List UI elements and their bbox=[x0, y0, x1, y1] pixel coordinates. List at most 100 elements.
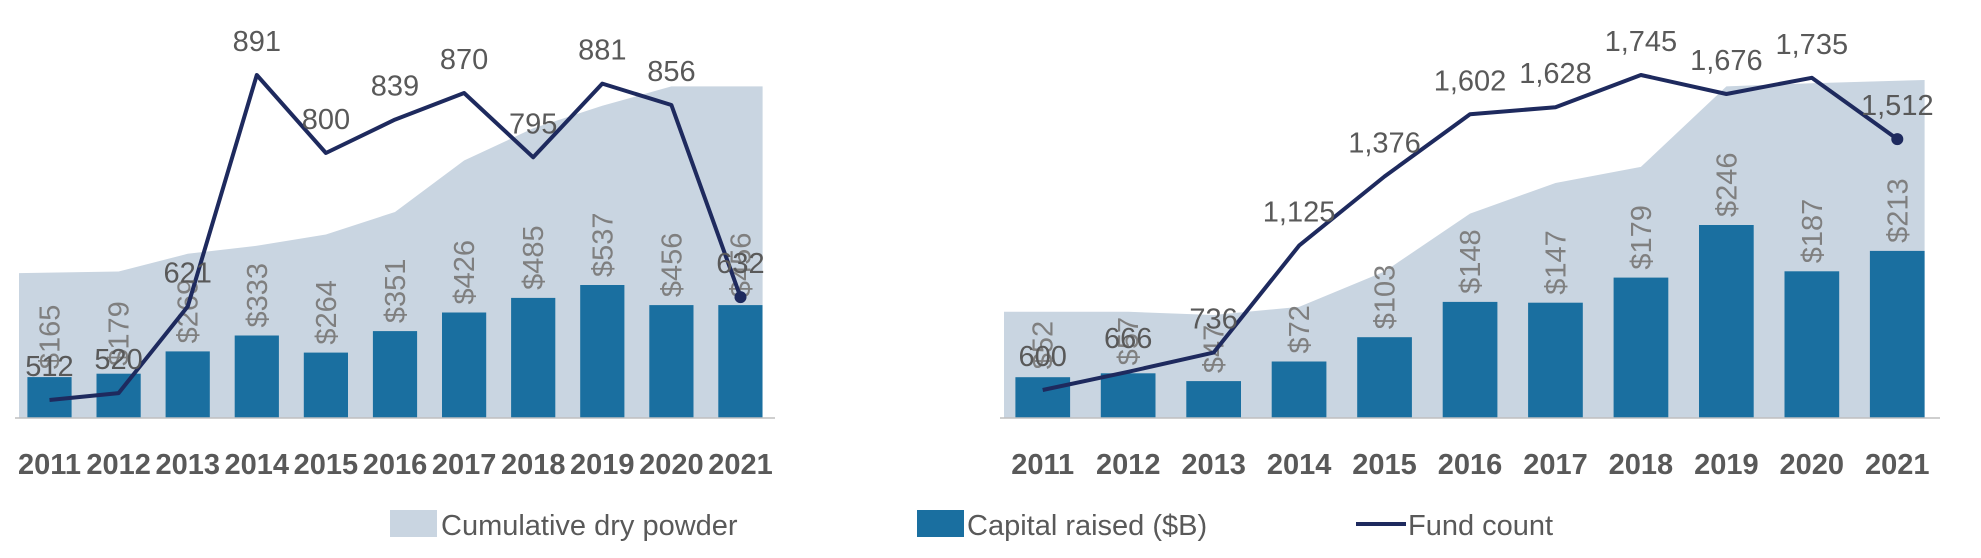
x-tick-label: 2011 bbox=[18, 449, 81, 481]
fund-count-label: 1,676 bbox=[1690, 45, 1763, 77]
capital-raised-bar bbox=[1699, 225, 1754, 418]
x-tick-label: 2015 bbox=[294, 449, 359, 481]
fund-count-label: 881 bbox=[578, 35, 626, 67]
x-tick-label: 2018 bbox=[501, 449, 566, 481]
fund-count-endpoint bbox=[734, 291, 747, 304]
capital-raised-bar bbox=[580, 285, 625, 418]
x-tick-label: 2020 bbox=[639, 449, 704, 481]
capital-raised-bar bbox=[442, 312, 487, 418]
legend-label-capital-raised: Capital raised ($B) bbox=[967, 510, 1207, 542]
x-tick-label: 2015 bbox=[1352, 449, 1417, 481]
fund-count-line bbox=[1042, 73, 1899, 392]
capital-raised-label: $72 bbox=[1284, 305, 1316, 353]
x-tick-label: 2016 bbox=[363, 449, 428, 481]
fund-count-label: 839 bbox=[371, 71, 419, 103]
capital-raised-bar bbox=[718, 305, 763, 418]
capital-raised-bar bbox=[1015, 377, 1071, 418]
fund-count-label: 1,376 bbox=[1348, 128, 1421, 160]
capital-raised-label: $537 bbox=[587, 212, 619, 277]
fund-count-line bbox=[49, 73, 743, 402]
fund-count-label: 856 bbox=[647, 56, 695, 88]
capital-raised-bar bbox=[372, 331, 418, 418]
x-tick-label: 2012 bbox=[1096, 449, 1161, 481]
x-tick-label: 2014 bbox=[1267, 449, 1332, 481]
capital-raised-label: $246 bbox=[1711, 152, 1743, 217]
fund-count-endpoint bbox=[1891, 133, 1904, 146]
fund-count-label: 891 bbox=[233, 26, 281, 58]
fund-count-label: 666 bbox=[1104, 323, 1152, 355]
legend: Cumulative dry powder Capital raised ($B… bbox=[390, 510, 1553, 542]
capital-raised-label: $213 bbox=[1882, 178, 1914, 243]
fund-count-label: 1,602 bbox=[1434, 65, 1507, 97]
legend-label-fund-count: Fund count bbox=[1408, 510, 1553, 542]
capital-raised-label: $426 bbox=[449, 240, 481, 305]
capital-raised-label: $187 bbox=[1797, 199, 1829, 264]
fund-count-label: 512 bbox=[25, 351, 73, 383]
legend-swatch-capital-raised bbox=[917, 510, 964, 537]
capital-raised-bar bbox=[511, 297, 556, 418]
fund-count-label: 1,745 bbox=[1605, 26, 1678, 58]
x-tick-label: 2021 bbox=[708, 449, 773, 481]
x-tick-label: 2019 bbox=[570, 449, 635, 481]
capital-raised-label: $103 bbox=[1370, 265, 1402, 330]
fund-count-label: 736 bbox=[1189, 304, 1237, 336]
dry-powder-area bbox=[19, 86, 763, 419]
capital-raised-bar bbox=[1528, 302, 1583, 418]
capital-raised-label: $456 bbox=[656, 233, 688, 298]
capital-raised-label: $351 bbox=[380, 259, 412, 324]
capital-raised-label: $57 bbox=[1113, 317, 1145, 365]
x-tick-label: 2018 bbox=[1609, 449, 1674, 481]
fund-count-label: 800 bbox=[302, 104, 350, 136]
capital-raised-bar bbox=[165, 351, 210, 418]
fund-count-label: 520 bbox=[94, 344, 142, 376]
chart-panel-right: $52 $57 $47 $72$103$148 $147 $179$246$187 $213… bbox=[1000, 26, 1940, 481]
capital-raised-label: $264 bbox=[311, 280, 343, 345]
x-tick-label: 2020 bbox=[1780, 449, 1845, 481]
x-tick-label: 2017 bbox=[1523, 449, 1588, 481]
capital-raised-label: $333 bbox=[242, 263, 274, 328]
capital-raised-bar bbox=[1186, 381, 1241, 418]
fund-count-label: 1,125 bbox=[1263, 197, 1336, 229]
capital-raised-label: $165 bbox=[35, 305, 67, 370]
x-tick-label: 2019 bbox=[1694, 449, 1759, 481]
x-tick-label: 2011 bbox=[1011, 449, 1074, 481]
chart-panel-left: $165 $179 $269 $333 $264 $351 $426 $485 $537 $456… bbox=[15, 26, 775, 481]
capital-raised-bar bbox=[1271, 361, 1327, 418]
capital-raised-bar bbox=[1100, 373, 1156, 418]
fund-count-label: 621 bbox=[164, 258, 212, 290]
fund-count-label: 795 bbox=[509, 108, 557, 140]
capital-raised-bar bbox=[1613, 277, 1669, 418]
x-tick-label: 2014 bbox=[225, 449, 290, 481]
capital-raised-label: $147 bbox=[1541, 230, 1573, 295]
capital-raised-bar bbox=[1784, 271, 1840, 418]
capital-raised-bar bbox=[303, 352, 348, 418]
x-tick-label: 2013 bbox=[1181, 449, 1246, 481]
capital-raised-bar bbox=[649, 305, 694, 418]
capital-raised-label: $52 bbox=[1028, 321, 1060, 369]
capital-raised-bar bbox=[1869, 250, 1925, 418]
x-tick-label: 2012 bbox=[86, 449, 151, 481]
fund-count-label: 632 bbox=[716, 248, 764, 280]
capital-raised-label: $269 bbox=[173, 279, 205, 344]
x-tick-label: 2017 bbox=[432, 449, 497, 481]
x-tick-label: 2016 bbox=[1438, 449, 1503, 481]
fund-count-label: 870 bbox=[440, 44, 488, 76]
capital-raised-label: $485 bbox=[518, 225, 550, 290]
capital-raised-bar bbox=[1357, 337, 1412, 418]
capital-raised-bar bbox=[1442, 301, 1498, 418]
capital-raised-label: $179 bbox=[104, 301, 136, 366]
dry-powder-area bbox=[1004, 80, 1925, 418]
fund-count-label: 1,512 bbox=[1861, 90, 1934, 122]
fund-count-label: 1,735 bbox=[1776, 29, 1849, 61]
capital-raised-label: $179 bbox=[1626, 205, 1658, 270]
capital-raised-bar bbox=[234, 335, 279, 418]
x-tick-label: 2013 bbox=[155, 449, 220, 481]
legend-label-dry-powder: Cumulative dry powder bbox=[441, 510, 738, 542]
fund-count-label: 1,628 bbox=[1519, 58, 1592, 90]
fund-count-label: 600 bbox=[1019, 341, 1067, 373]
legend-swatch-dry-powder bbox=[390, 510, 437, 537]
x-tick-label: 2021 bbox=[1865, 449, 1930, 481]
capital-raised-label: $148 bbox=[1455, 229, 1487, 294]
